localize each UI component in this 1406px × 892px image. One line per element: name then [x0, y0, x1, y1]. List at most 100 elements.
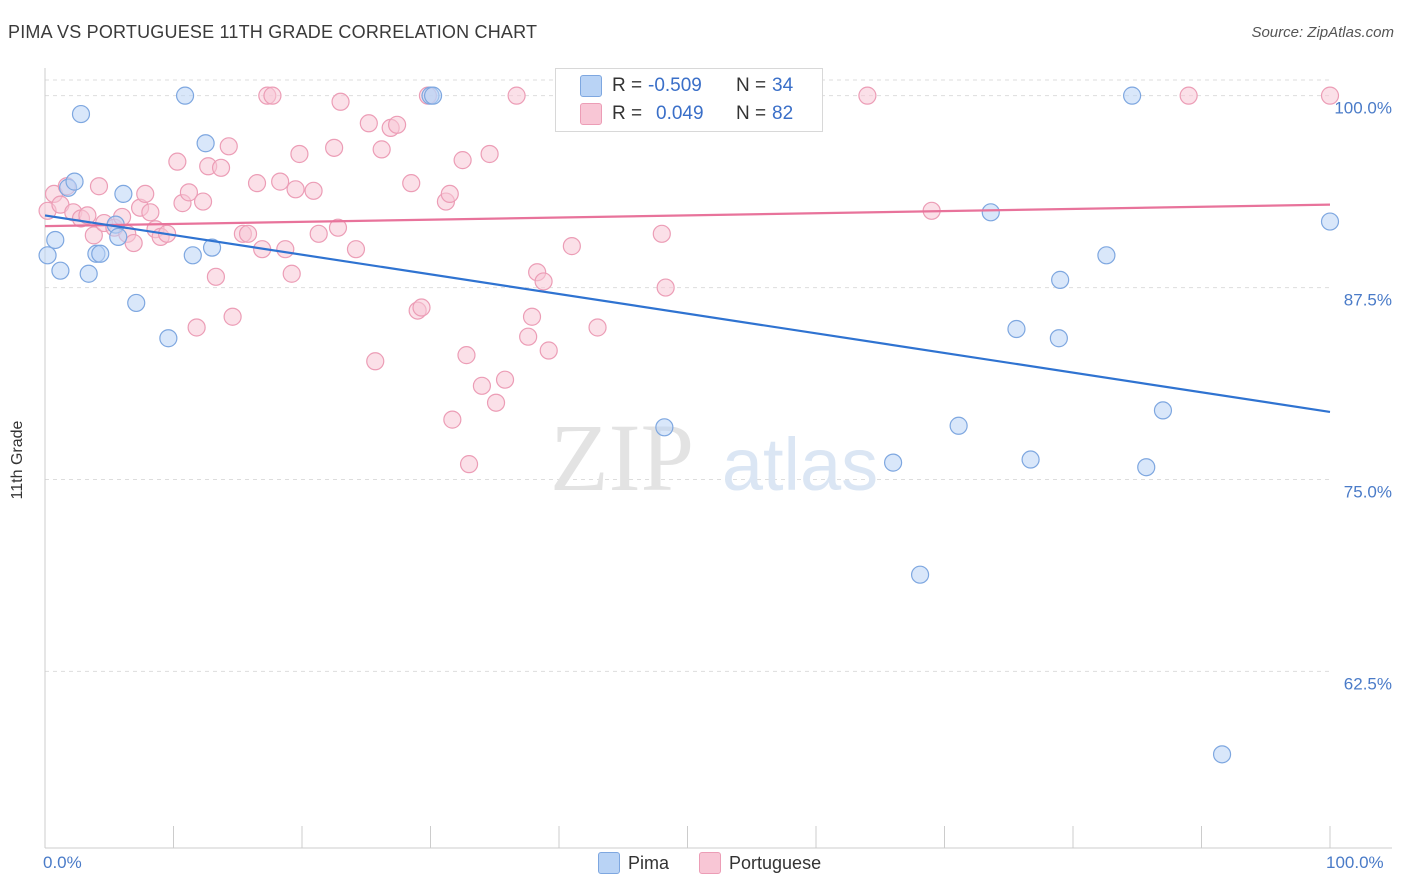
portuguese-point[interactable]: [459, 455, 479, 474]
legend-item-pima[interactable]: Pima: [598, 852, 669, 874]
pima-point[interactable]: [1051, 270, 1070, 289]
pima-point[interactable]: [46, 230, 65, 250]
portuguese-point[interactable]: [457, 346, 476, 365]
portuguese-point[interactable]: [1179, 86, 1198, 105]
portuguese-point[interactable]: [211, 158, 231, 177]
pima-point[interactable]: [71, 104, 91, 124]
pima-points: [38, 86, 1340, 764]
legend: Pima Portuguese: [598, 852, 841, 874]
portuguese-point[interactable]: [522, 307, 542, 326]
pima-point[interactable]: [109, 227, 128, 246]
portuguese-point[interactable]: [247, 174, 267, 193]
portuguese-point[interactable]: [1320, 86, 1340, 105]
y-tick-label: 87.5%: [1344, 291, 1392, 310]
portuguese-point[interactable]: [282, 264, 301, 283]
pima-r-label: R =: [612, 75, 643, 96]
portuguese-point[interactable]: [304, 181, 323, 200]
portuguese-point[interactable]: [78, 206, 97, 225]
portuguese-point[interactable]: [656, 278, 675, 297]
portuguese-point[interactable]: [486, 393, 506, 412]
pima-point[interactable]: [159, 329, 178, 348]
pima-point[interactable]: [1212, 745, 1232, 764]
portuguese-point[interactable]: [495, 370, 515, 389]
portuguese-point[interactable]: [346, 240, 366, 259]
portuguese-point[interactable]: [136, 184, 155, 204]
pima-point[interactable]: [655, 418, 674, 437]
portuguese-point[interactable]: [89, 177, 109, 196]
pima-point[interactable]: [196, 134, 215, 153]
legend-item-portuguese[interactable]: Portuguese: [699, 852, 821, 874]
portuguese-point[interactable]: [290, 144, 309, 164]
grid-lines: [45, 79, 1330, 672]
portuguese-point[interactable]: [507, 86, 526, 105]
portuguese-point[interactable]: [440, 184, 459, 204]
portuguese-point[interactable]: [359, 114, 378, 133]
portuguese-point[interactable]: [534, 272, 553, 291]
portuguese-point[interactable]: [309, 224, 328, 243]
pima-point[interactable]: [1049, 329, 1068, 348]
pima-point[interactable]: [981, 203, 1000, 222]
portuguese-point[interactable]: [588, 318, 607, 337]
pima-point[interactable]: [883, 453, 903, 472]
pima-point[interactable]: [1097, 246, 1116, 265]
portuguese-point[interactable]: [193, 192, 213, 211]
pima-point[interactable]: [127, 293, 146, 313]
portuguese-point[interactable]: [453, 151, 472, 170]
pima-point[interactable]: [114, 184, 133, 204]
pima-point[interactable]: [1137, 458, 1156, 477]
portuguese-point[interactable]: [328, 218, 348, 237]
pima-point[interactable]: [51, 261, 70, 280]
portuguese-point[interactable]: [206, 267, 226, 286]
pima-point[interactable]: [1320, 212, 1340, 231]
pima-point[interactable]: [910, 565, 930, 584]
portuguese-point[interactable]: [219, 137, 238, 156]
portuguese-point[interactable]: [372, 140, 391, 159]
pima-point[interactable]: [175, 86, 195, 105]
portuguese-point[interactable]: [387, 115, 407, 134]
portuguese-point[interactable]: [480, 144, 499, 164]
pima-swatch: [580, 75, 602, 97]
pima-point[interactable]: [38, 246, 57, 265]
pima-point[interactable]: [65, 172, 84, 191]
portuguese-n-value: 82: [772, 103, 794, 124]
pima-point[interactable]: [79, 264, 98, 283]
portuguese-point[interactable]: [276, 240, 295, 259]
portuguese-point[interactable]: [223, 307, 242, 326]
portuguese-point[interactable]: [238, 224, 258, 243]
portuguese-point[interactable]: [331, 92, 350, 111]
pima-point[interactable]: [949, 416, 968, 435]
portuguese-point[interactable]: [84, 226, 103, 245]
portuguese-point[interactable]: [187, 318, 206, 337]
portuguese-r-value: 0.049: [656, 103, 704, 124]
portuguese-point[interactable]: [443, 410, 462, 429]
portuguese-point[interactable]: [539, 341, 558, 360]
portuguese-point[interactable]: [271, 172, 290, 191]
portuguese-point[interactable]: [402, 174, 421, 193]
pima-point[interactable]: [183, 246, 202, 265]
portuguese-point[interactable]: [412, 298, 431, 317]
watermark: ZIP atlas: [550, 404, 878, 511]
portuguese-point[interactable]: [366, 352, 385, 371]
portuguese-point[interactable]: [168, 152, 187, 171]
portuguese-point[interactable]: [519, 327, 538, 346]
pima-point[interactable]: [1123, 86, 1142, 105]
pima-point[interactable]: [91, 244, 110, 263]
y-tick-label: 62.5%: [1344, 674, 1392, 693]
portuguese-point[interactable]: [141, 203, 160, 222]
portuguese-point[interactable]: [472, 376, 491, 395]
pima-point[interactable]: [1007, 319, 1026, 339]
pima-point[interactable]: [202, 238, 222, 257]
pima-point[interactable]: [1021, 450, 1040, 469]
pima-point[interactable]: [423, 86, 443, 105]
source-label: Source: ZipAtlas.com: [1251, 24, 1394, 41]
portuguese-point[interactable]: [562, 237, 581, 256]
portuguese-point[interactable]: [325, 138, 344, 157]
portuguese-point[interactable]: [286, 180, 305, 199]
portuguese-point[interactable]: [263, 86, 282, 105]
portuguese-point[interactable]: [858, 86, 877, 105]
portuguese-point[interactable]: [124, 233, 143, 253]
y-tick-label: 75.0%: [1344, 482, 1392, 501]
portuguese-point[interactable]: [652, 224, 671, 243]
pima-point[interactable]: [1153, 401, 1173, 420]
portuguese-point[interactable]: [179, 183, 199, 202]
